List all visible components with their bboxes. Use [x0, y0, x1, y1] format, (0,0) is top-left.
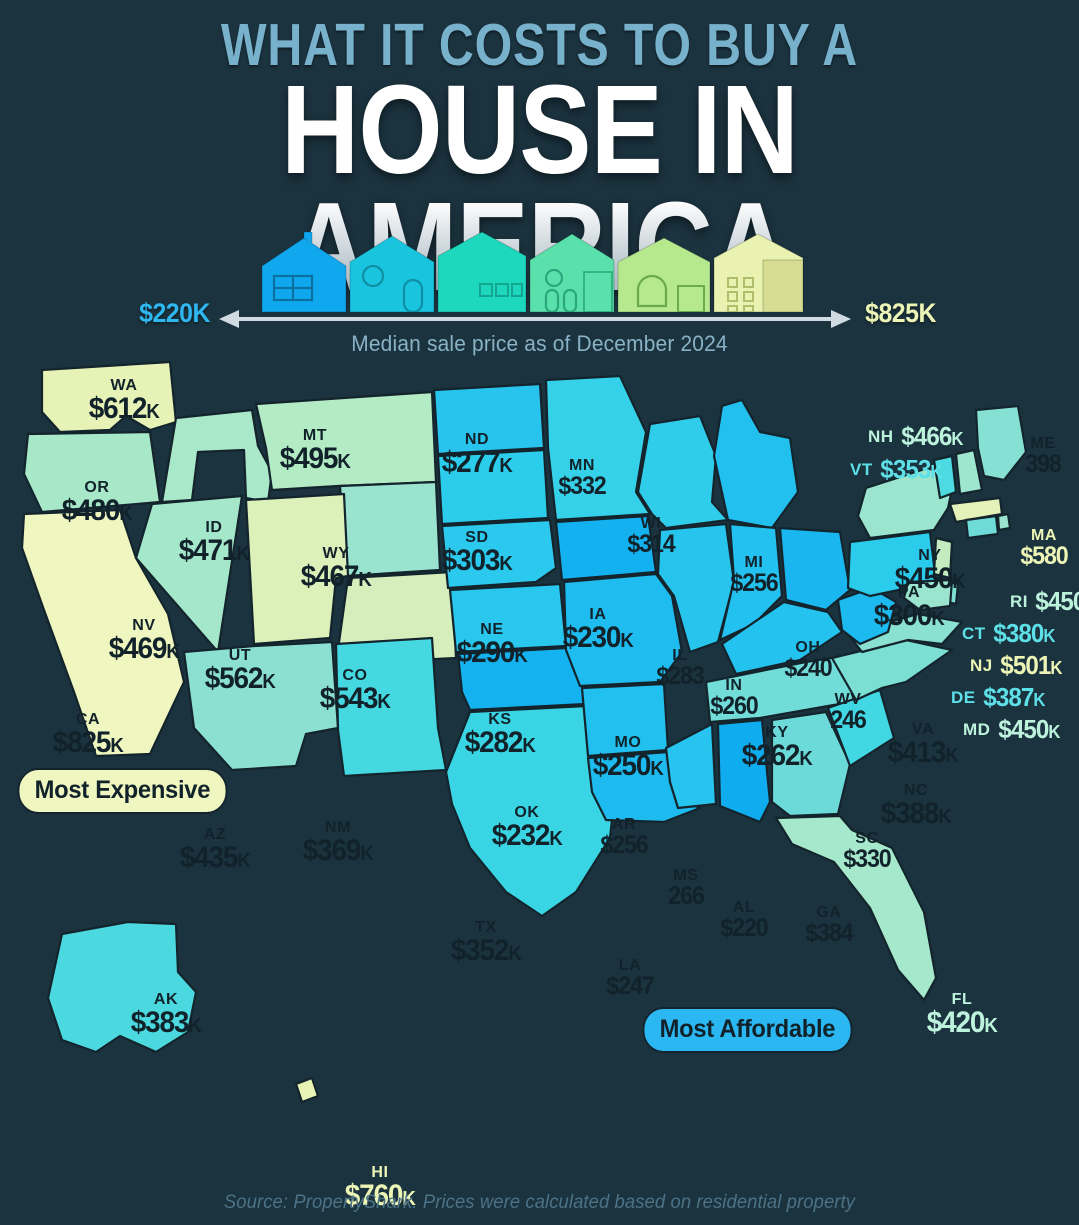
- state-al[interactable]: [716, 718, 772, 824]
- state-ny[interactable]: [856, 466, 956, 540]
- state-ms[interactable]: [664, 722, 718, 810]
- most-affordable-badge: Most Affordable: [642, 1007, 853, 1053]
- legend-max-label: $825K: [865, 298, 936, 328]
- source-note: Source: PropertyShark. Prices were calcu…: [223, 1192, 856, 1213]
- state-va[interactable]: [846, 612, 964, 654]
- state-az[interactable]: [182, 640, 340, 772]
- state-mn[interactable]: [544, 374, 652, 522]
- state-id[interactable]: [160, 408, 274, 504]
- legend-range-arrow-icon: [219, 310, 851, 328]
- state-ut[interactable]: [244, 492, 350, 646]
- state-oh[interactable]: [778, 526, 852, 612]
- state-ok[interactable]: [456, 646, 588, 712]
- state-ks[interactable]: [448, 582, 568, 654]
- state-pa[interactable]: [846, 530, 938, 598]
- state-hi[interactable]: [294, 1076, 320, 1104]
- state-mt[interactable]: [254, 390, 438, 492]
- state-wa[interactable]: [40, 360, 178, 434]
- state-nc[interactable]: [830, 638, 954, 702]
- legend-min-label: $220K: [139, 298, 210, 328]
- title-kicker: WHAT IT COSTS TO BUY A: [220, 12, 859, 78]
- legend-houses-icon: [261, 232, 804, 312]
- state-nd[interactable]: [432, 382, 546, 456]
- state-ga[interactable]: [770, 710, 852, 818]
- state-md[interactable]: [902, 578, 954, 612]
- state-ri[interactable]: [996, 512, 1012, 532]
- state-sd[interactable]: [436, 448, 550, 526]
- us-choropleth-map: [20, 360, 1028, 1104]
- state-ca[interactable]: [20, 508, 186, 758]
- state-wy[interactable]: [338, 480, 442, 578]
- most-expensive-badge: Most Expensive: [17, 768, 228, 814]
- state-or[interactable]: [22, 430, 162, 514]
- state-me[interactable]: [974, 404, 1028, 482]
- state-nm[interactable]: [334, 636, 448, 778]
- state-wi[interactable]: [636, 414, 730, 530]
- state-mi[interactable]: [712, 398, 800, 530]
- state-vt[interactable]: [932, 454, 958, 500]
- state-ky[interactable]: [720, 600, 844, 676]
- state-ct[interactable]: [964, 514, 1000, 540]
- state-ia[interactable]: [554, 514, 658, 582]
- state-ne[interactable]: [440, 518, 558, 590]
- state-nj[interactable]: [932, 536, 954, 580]
- legend-caption: Median sale price as of December 2024: [351, 331, 728, 356]
- state-il[interactable]: [656, 522, 736, 654]
- legend-block: [0, 232, 1079, 342]
- state-ak[interactable]: [46, 920, 198, 1054]
- state-nh[interactable]: [954, 448, 984, 496]
- state-mo[interactable]: [562, 572, 684, 688]
- state-fl[interactable]: [774, 814, 938, 1002]
- state-tx[interactable]: [444, 704, 618, 918]
- state-ar[interactable]: [580, 682, 670, 758]
